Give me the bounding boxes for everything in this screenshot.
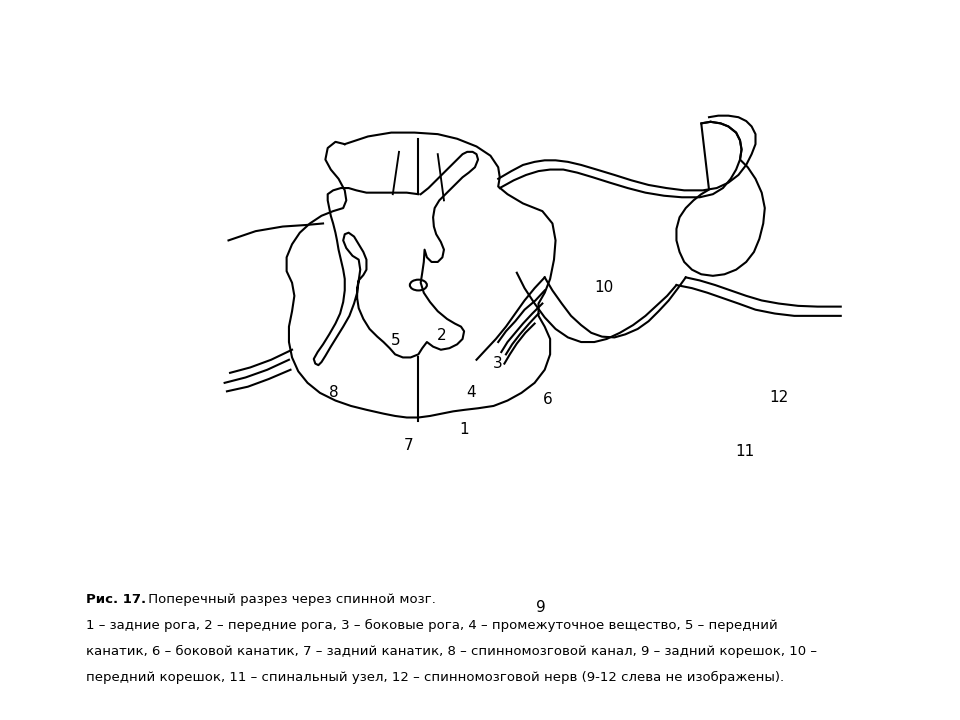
Text: 12: 12 xyxy=(769,390,788,405)
Text: канатик, 6 – боковой канатик, 7 – задний канатик, 8 – спинномозговой канал, 9 – : канатик, 6 – боковой канатик, 7 – задний… xyxy=(86,645,817,658)
Text: 4: 4 xyxy=(467,385,476,400)
Text: Рис. 17.: Рис. 17. xyxy=(86,593,147,606)
Text: 1: 1 xyxy=(459,421,468,436)
Ellipse shape xyxy=(410,279,427,290)
Text: 7: 7 xyxy=(404,438,414,453)
Text: 2: 2 xyxy=(437,328,446,343)
Text: 10: 10 xyxy=(594,279,613,294)
Text: 3: 3 xyxy=(493,356,503,371)
Text: 1 – задние рога, 2 – передние рога, 3 – боковые рога, 4 – промежуточное вещество: 1 – задние рога, 2 – передние рога, 3 – … xyxy=(86,619,779,632)
Text: 9: 9 xyxy=(537,600,546,615)
Text: Поперечный разрез через спинной мозг.: Поперечный разрез через спинной мозг. xyxy=(144,593,436,606)
Text: передний корешок, 11 – спинальный узел, 12 – спинномозговой нерв (9-12 слева не : передний корешок, 11 – спинальный узел, … xyxy=(86,671,784,684)
Text: 8: 8 xyxy=(329,385,339,400)
Text: 11: 11 xyxy=(735,444,755,459)
Text: 6: 6 xyxy=(543,392,553,407)
Text: 5: 5 xyxy=(391,333,400,348)
